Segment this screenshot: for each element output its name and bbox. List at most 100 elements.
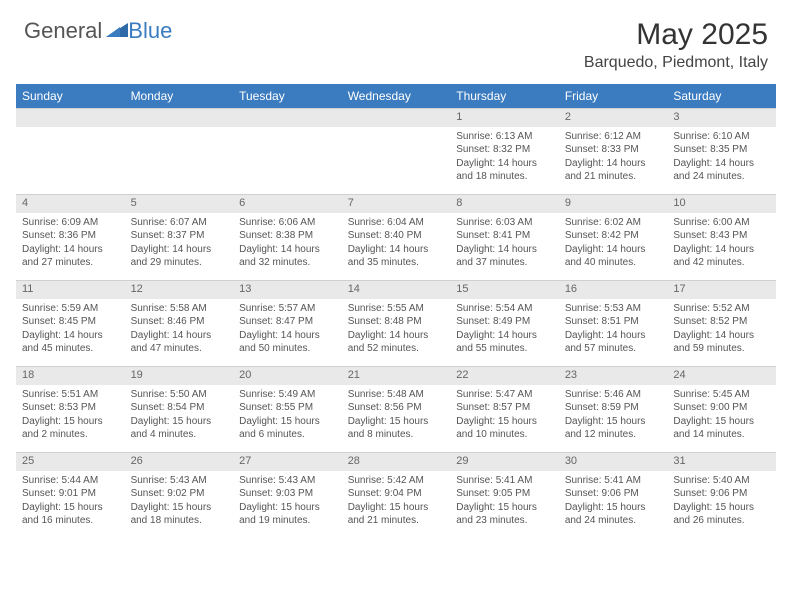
logo-text-general: General <box>24 18 102 44</box>
day-cell: Sunrise: 5:51 AMSunset: 8:53 PMDaylight:… <box>16 385 125 453</box>
day1-text: Daylight: 15 hours <box>456 501 553 515</box>
day-cell: Sunrise: 5:54 AMSunset: 8:49 PMDaylight:… <box>450 299 559 367</box>
day1-text: Daylight: 15 hours <box>565 415 662 429</box>
sunset-text: Sunset: 8:51 PM <box>565 315 662 329</box>
day1-text: Daylight: 15 hours <box>456 415 553 429</box>
day-cell: Sunrise: 5:57 AMSunset: 8:47 PMDaylight:… <box>233 299 342 367</box>
sunset-text: Sunset: 8:35 PM <box>673 143 770 157</box>
day-cell: Sunrise: 6:07 AMSunset: 8:37 PMDaylight:… <box>125 213 234 281</box>
sunrise-text: Sunrise: 5:59 AM <box>22 302 119 316</box>
sunset-text: Sunset: 9:03 PM <box>239 487 336 501</box>
day-cell: Sunrise: 5:53 AMSunset: 8:51 PMDaylight:… <box>559 299 668 367</box>
day-number: 28 <box>342 453 451 471</box>
day-cell: Sunrise: 5:58 AMSunset: 8:46 PMDaylight:… <box>125 299 234 367</box>
day-number: 20 <box>233 367 342 385</box>
day-number: 25 <box>16 453 125 471</box>
day1-text: Daylight: 15 hours <box>131 501 228 515</box>
sunrise-text: Sunrise: 5:55 AM <box>348 302 445 316</box>
content-row: Sunrise: 5:51 AMSunset: 8:53 PMDaylight:… <box>16 385 776 453</box>
sunrise-text: Sunrise: 5:53 AM <box>565 302 662 316</box>
location: Barquedo, Piedmont, Italy <box>584 54 768 72</box>
day2-text: and 32 minutes. <box>239 256 336 270</box>
sunrise-text: Sunrise: 6:04 AM <box>348 216 445 230</box>
day-number: 9 <box>559 195 668 213</box>
day-cell <box>342 127 451 195</box>
sunset-text: Sunset: 9:02 PM <box>131 487 228 501</box>
day1-text: Daylight: 15 hours <box>131 415 228 429</box>
day-number: 13 <box>233 281 342 299</box>
sunrise-text: Sunrise: 5:50 AM <box>131 388 228 402</box>
sunrise-text: Sunrise: 5:49 AM <box>239 388 336 402</box>
sunset-text: Sunset: 8:48 PM <box>348 315 445 329</box>
sunrise-text: Sunrise: 5:44 AM <box>22 474 119 488</box>
day-number: 6 <box>233 195 342 213</box>
day2-text: and 8 minutes. <box>348 428 445 442</box>
day1-text: Daylight: 14 hours <box>673 329 770 343</box>
day-cell: Sunrise: 5:55 AMSunset: 8:48 PMDaylight:… <box>342 299 451 367</box>
day-cell: Sunrise: 6:10 AMSunset: 8:35 PMDaylight:… <box>667 127 776 195</box>
sunrise-text: Sunrise: 6:06 AM <box>239 216 336 230</box>
day-number: 11 <box>16 281 125 299</box>
day-cell: Sunrise: 5:45 AMSunset: 9:00 PMDaylight:… <box>667 385 776 453</box>
weekday-header: Wednesday <box>342 84 451 109</box>
day2-text: and 6 minutes. <box>239 428 336 442</box>
sunset-text: Sunset: 8:33 PM <box>565 143 662 157</box>
day-number: 23 <box>559 367 668 385</box>
day1-text: Daylight: 15 hours <box>348 501 445 515</box>
sunrise-text: Sunrise: 5:43 AM <box>131 474 228 488</box>
day2-text: and 50 minutes. <box>239 342 336 356</box>
day-number: 8 <box>450 195 559 213</box>
day2-text: and 24 minutes. <box>565 514 662 528</box>
content-row: Sunrise: 6:09 AMSunset: 8:36 PMDaylight:… <box>16 213 776 281</box>
day-number: 16 <box>559 281 668 299</box>
day-number: 10 <box>667 195 776 213</box>
day1-text: Daylight: 14 hours <box>456 243 553 257</box>
sunset-text: Sunset: 8:45 PM <box>22 315 119 329</box>
day2-text: and 12 minutes. <box>565 428 662 442</box>
sunrise-text: Sunrise: 6:10 AM <box>673 130 770 144</box>
day-cell: Sunrise: 5:40 AMSunset: 9:06 PMDaylight:… <box>667 471 776 539</box>
day-cell: Sunrise: 5:41 AMSunset: 9:06 PMDaylight:… <box>559 471 668 539</box>
day-number: 14 <box>342 281 451 299</box>
sunrise-text: Sunrise: 5:57 AM <box>239 302 336 316</box>
day-number: 18 <box>16 367 125 385</box>
sunset-text: Sunset: 8:38 PM <box>239 229 336 243</box>
sunset-text: Sunset: 8:32 PM <box>456 143 553 157</box>
sunrise-text: Sunrise: 5:43 AM <box>239 474 336 488</box>
daynum-row: 11121314151617 <box>16 281 776 299</box>
day1-text: Daylight: 14 hours <box>22 243 119 257</box>
day-cell: Sunrise: 5:46 AMSunset: 8:59 PMDaylight:… <box>559 385 668 453</box>
sunset-text: Sunset: 9:06 PM <box>673 487 770 501</box>
day-number: 29 <box>450 453 559 471</box>
weekday-header: Friday <box>559 84 668 109</box>
day1-text: Daylight: 14 hours <box>348 329 445 343</box>
sunset-text: Sunset: 9:04 PM <box>348 487 445 501</box>
day-cell: Sunrise: 6:13 AMSunset: 8:32 PMDaylight:… <box>450 127 559 195</box>
day2-text: and 18 minutes. <box>456 170 553 184</box>
sunset-text: Sunset: 8:36 PM <box>22 229 119 243</box>
sunrise-text: Sunrise: 5:52 AM <box>673 302 770 316</box>
sunrise-text: Sunrise: 5:51 AM <box>22 388 119 402</box>
day1-text: Daylight: 14 hours <box>673 243 770 257</box>
sunrise-text: Sunrise: 6:07 AM <box>131 216 228 230</box>
day1-text: Daylight: 14 hours <box>456 329 553 343</box>
day-number: 2 <box>559 109 668 127</box>
weekday-header: Sunday <box>16 84 125 109</box>
day1-text: Daylight: 14 hours <box>565 157 662 171</box>
sunrise-text: Sunrise: 5:58 AM <box>131 302 228 316</box>
sunrise-text: Sunrise: 5:48 AM <box>348 388 445 402</box>
sunrise-text: Sunrise: 5:46 AM <box>565 388 662 402</box>
day-number <box>125 109 234 127</box>
sunset-text: Sunset: 8:43 PM <box>673 229 770 243</box>
day-cell: Sunrise: 5:49 AMSunset: 8:55 PMDaylight:… <box>233 385 342 453</box>
day-cell: Sunrise: 5:52 AMSunset: 8:52 PMDaylight:… <box>667 299 776 367</box>
day-cell: Sunrise: 6:02 AMSunset: 8:42 PMDaylight:… <box>559 213 668 281</box>
logo: General Blue <box>24 18 172 44</box>
day1-text: Daylight: 14 hours <box>131 329 228 343</box>
daynum-row: 45678910 <box>16 195 776 213</box>
day-number: 19 <box>125 367 234 385</box>
sunset-text: Sunset: 8:54 PM <box>131 401 228 415</box>
day1-text: Daylight: 15 hours <box>22 501 119 515</box>
sunrise-text: Sunrise: 5:40 AM <box>673 474 770 488</box>
day2-text: and 18 minutes. <box>131 514 228 528</box>
